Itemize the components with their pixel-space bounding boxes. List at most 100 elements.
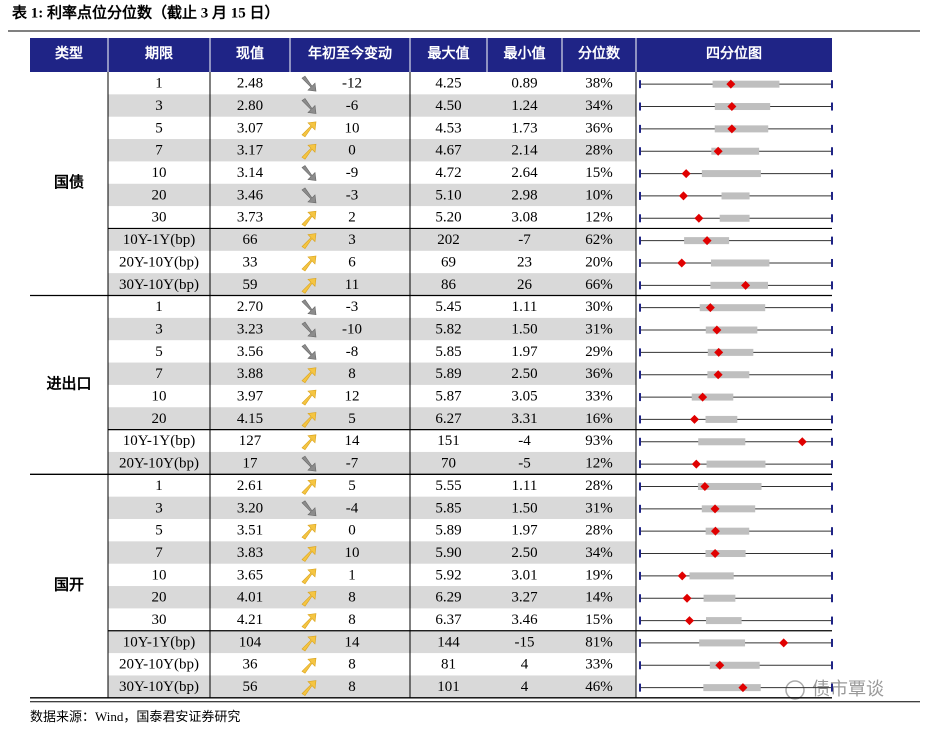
current-marker (682, 593, 692, 603)
current-marker (726, 79, 736, 89)
current-marker (698, 392, 708, 402)
current: 17 (243, 456, 259, 472)
percentile: 31% (585, 321, 613, 337)
change: -12 (342, 76, 362, 92)
term: 7 (155, 366, 163, 382)
row-bg (108, 362, 636, 385)
min: 1.24 (511, 98, 538, 114)
quartile-box (689, 572, 734, 580)
quartile-box (714, 125, 769, 133)
current: 3.46 (237, 187, 264, 203)
quartile-box (699, 639, 746, 647)
quartile-box (705, 527, 750, 535)
percentile: 38% (585, 76, 613, 92)
percentile: 10% (585, 187, 613, 203)
max: 5.85 (435, 500, 461, 516)
current-marker (710, 504, 720, 514)
term: 20Y-10Y(bp) (119, 254, 199, 270)
current-marker (714, 347, 724, 357)
arrow-down (301, 321, 317, 338)
current: 2.80 (237, 98, 263, 114)
change: 2 (348, 210, 356, 226)
percentile: 33% (585, 389, 613, 405)
change: 14 (345, 634, 361, 650)
current: 3.88 (237, 366, 263, 382)
arrow-up (301, 590, 317, 607)
current: 3.73 (237, 210, 263, 226)
max: 4.50 (435, 98, 461, 114)
row-bg (108, 630, 636, 654)
percentile: 81% (585, 634, 613, 650)
quartile-box (707, 371, 750, 379)
current: 4.15 (237, 411, 263, 427)
quartile-box (705, 617, 742, 625)
percentile: 36% (585, 120, 613, 136)
caption: 表 1: 利率点位分位数（截止 3 月 15 日） (12, 3, 280, 21)
arrow-down (301, 75, 317, 92)
term: 3 (155, 98, 163, 114)
current: 56 (243, 679, 259, 695)
arrow-up (301, 568, 317, 585)
term: 20Y-10Y(bp) (119, 456, 199, 472)
quartile-box (711, 147, 760, 155)
arrow-up (301, 635, 317, 652)
max: 5.45 (435, 299, 461, 315)
watermark: 债市覃谈 (812, 679, 884, 700)
percentile: 93% (585, 433, 613, 449)
max: 5.87 (435, 389, 462, 405)
change: -3 (346, 187, 359, 203)
header-bg (30, 38, 832, 72)
current: 33 (243, 254, 258, 270)
row-bg (108, 317, 636, 341)
quartile-box (697, 482, 762, 490)
min: 3.01 (511, 567, 537, 583)
current: 104 (239, 634, 262, 650)
current-marker (738, 683, 748, 693)
min: 1.11 (512, 478, 538, 494)
arrow-up (301, 523, 317, 540)
current: 3.65 (237, 567, 263, 583)
current-marker (710, 549, 720, 559)
max: 5.89 (435, 366, 461, 382)
min: 2.50 (511, 545, 537, 561)
term: 10Y-1Y(bp) (123, 433, 196, 449)
current-marker (710, 526, 720, 536)
quartile-box (703, 594, 736, 602)
term: 10 (152, 389, 167, 405)
percentile: 30% (585, 299, 613, 315)
percentile: 16% (585, 411, 613, 427)
min: 23 (517, 254, 532, 270)
term: 3 (155, 500, 163, 516)
arrow-up (301, 255, 317, 272)
row-bg (108, 675, 636, 698)
quartile-box (701, 170, 761, 178)
change: 8 (348, 679, 356, 695)
change: -6 (346, 98, 359, 114)
term: 30 (152, 210, 167, 226)
row-bg (108, 183, 636, 207)
min: 3.08 (511, 210, 537, 226)
arrow-up (301, 233, 317, 250)
arrow-down (301, 165, 317, 181)
quartile-box (707, 348, 754, 356)
change: 14 (345, 433, 361, 449)
arrow-up (301, 546, 317, 562)
current-marker (702, 236, 712, 246)
arrow-up (301, 412, 317, 428)
row-bg (108, 94, 636, 117)
percentile: 31% (585, 500, 613, 516)
min: -15 (515, 634, 535, 650)
percentile: 28% (585, 143, 613, 159)
min: 3.46 (511, 612, 538, 628)
quartile-box (710, 281, 768, 289)
arrow-up (301, 277, 317, 294)
current-marker (741, 280, 751, 290)
quartile-box (705, 415, 738, 423)
percentile: 29% (585, 344, 613, 360)
min: 2.14 (511, 143, 538, 159)
change: -8 (346, 344, 359, 360)
header-cell: 年初至今变动 (308, 45, 392, 62)
row-bg (108, 496, 636, 519)
current-marker (713, 370, 723, 380)
